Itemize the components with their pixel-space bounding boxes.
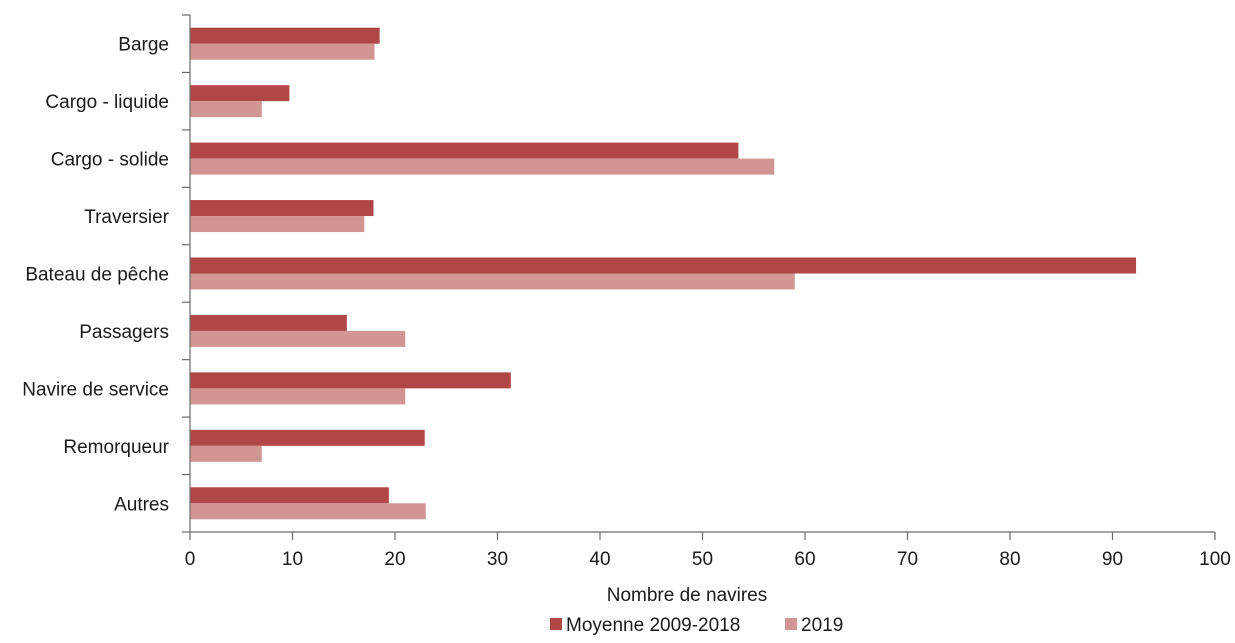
x-tick-label-10: 100	[1199, 549, 1231, 570]
bar-moyenne-1	[190, 85, 290, 102]
legend-moyenne-swatch	[550, 618, 562, 630]
legend: Moyenne 2009-2018 2019	[550, 615, 843, 636]
x-tick-label-5: 50	[692, 549, 713, 570]
bar-annee-6	[190, 388, 406, 405]
bar-annee-1	[190, 101, 262, 118]
category-label-3: Traversier	[84, 207, 169, 228]
category-label-4: Bateau de pêche	[25, 265, 169, 286]
bar-moyenne-6	[190, 372, 511, 389]
bar-moyenne-2	[190, 142, 739, 159]
bars-layer	[190, 27, 1137, 520]
bar-annee-4	[190, 273, 795, 290]
x-tick-label-6: 60	[794, 549, 815, 570]
x-tick-label-9: 90	[1102, 549, 1123, 570]
bar-annee-7	[190, 445, 262, 462]
category-label-1: Cargo - liquide	[45, 92, 169, 113]
x-tick-label-1: 10	[282, 549, 303, 570]
bar-moyenne-7	[190, 429, 425, 446]
bar-annee-5	[190, 330, 406, 347]
category-label-0: Barge	[118, 35, 169, 56]
legend-moyenne-label: Moyenne 2009-2018	[566, 615, 740, 636]
x-tick-label-7: 70	[897, 549, 918, 570]
bar-annee-8	[190, 503, 426, 520]
category-label-7: Remorqueur	[63, 437, 169, 458]
legend-2019-label: 2019	[801, 615, 843, 636]
category-label-2: Cargo - solide	[51, 150, 169, 171]
bar-annee-3	[190, 216, 365, 233]
bar-moyenne-8	[190, 487, 389, 504]
legend-2019-swatch	[785, 618, 797, 630]
labels-layer: Barge Cargo - liquide Cargo - solide Traver…	[22, 35, 1231, 570]
x-tick-label-2: 20	[384, 549, 405, 570]
category-label-8: Autres	[114, 494, 169, 515]
bar-annee-2	[190, 158, 775, 175]
x-tick-label-4: 40	[589, 549, 610, 570]
bar-annee-0	[190, 43, 375, 60]
axes-layer	[182, 14, 1216, 540]
bar-moyenne-3	[190, 200, 374, 217]
bar-moyenne-5	[190, 314, 347, 331]
x-tick-label-8: 80	[999, 549, 1020, 570]
category-label-6: Navire de service	[22, 379, 169, 400]
bar-moyenne-0	[190, 27, 380, 44]
category-label-5: Passagers	[79, 322, 169, 343]
x-tick-label-3: 30	[487, 549, 508, 570]
x-axis-title: Nombre de navires	[607, 585, 768, 606]
x-tick-label-0: 0	[185, 549, 196, 570]
bar-moyenne-4	[190, 257, 1137, 274]
